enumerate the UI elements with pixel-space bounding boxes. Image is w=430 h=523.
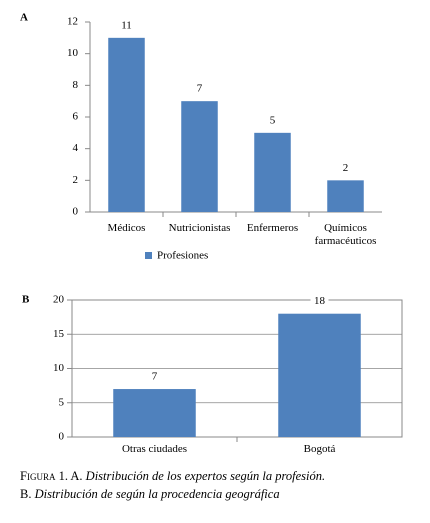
y-tick-label: 0 [59, 431, 65, 443]
value-label-bg [117, 18, 136, 33]
value-label: 7 [152, 371, 158, 383]
value-label: 18 [314, 295, 326, 307]
value-label-bg [336, 161, 355, 176]
bar [113, 389, 196, 437]
x-tick-label: Enfermeros [246, 222, 299, 234]
caption-line-a: Figura 1. A. Distribución de los experto… [20, 469, 325, 483]
value-label-bg [190, 82, 209, 97]
y-tick-label: 2 [73, 174, 79, 186]
caption-b-text: Distribución de según la procedencia geo… [34, 487, 280, 501]
x-tick-label: Bogotá [303, 443, 336, 455]
caption-figure: Figura 1. [20, 469, 68, 483]
legend-swatch [145, 252, 152, 259]
panel-label: A [20, 12, 28, 24]
caption-a-label: A. [70, 469, 82, 483]
y-tick-label: 10 [53, 362, 65, 374]
x-tick-label: Médicos [107, 222, 146, 234]
x-tick-label: Químicos farmacéuticos [314, 222, 377, 247]
bar [108, 37, 145, 213]
value-label-bg [263, 113, 282, 128]
value-label: 11 [121, 19, 132, 31]
caption-a-text: Distribución de los expertos según la pr… [85, 469, 325, 483]
y-tick-label: 0 [73, 206, 79, 218]
x-tick-label: Nutricionistas [168, 222, 231, 234]
bar [278, 313, 361, 437]
y-tick-label: 5 [59, 396, 65, 408]
x-tick-label: Otras ciudades [121, 443, 188, 455]
value-label-bg [145, 370, 164, 385]
value-label-bg [310, 294, 329, 309]
bar [181, 101, 218, 212]
y-tick-label: 20 [53, 294, 65, 306]
y-tick-label: 8 [73, 79, 79, 91]
value-label: 5 [270, 114, 276, 126]
y-tick-label: 4 [73, 142, 79, 154]
value-label: 7 [197, 83, 203, 95]
y-tick-label: 6 [73, 111, 79, 123]
y-tick-label: 15 [53, 328, 65, 340]
bar [254, 132, 291, 212]
y-tick-label: 10 [67, 47, 79, 59]
y-tick-label: 12 [67, 16, 78, 28]
caption-line-b: B. Distribución de según la procedencia … [20, 487, 280, 501]
legend-label: Profesiones [157, 250, 208, 262]
bar [327, 180, 364, 212]
value-label: 2 [343, 162, 349, 174]
panel-label: B [22, 294, 30, 306]
caption-b-label: B. [20, 487, 31, 501]
